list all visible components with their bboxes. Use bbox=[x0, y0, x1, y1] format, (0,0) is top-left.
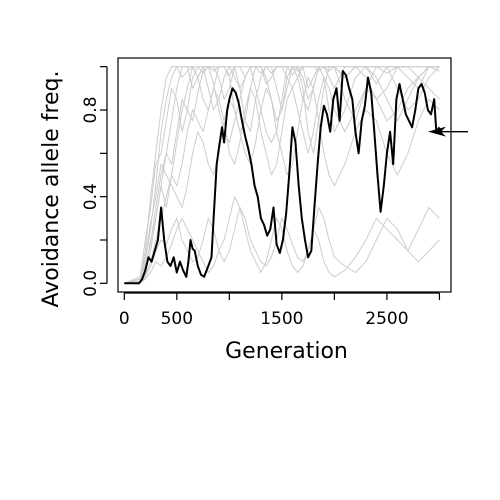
y-tick-label: 0.0 bbox=[81, 270, 101, 297]
background-series-line-9 bbox=[124, 196, 440, 284]
arrow-head bbox=[428, 126, 446, 137]
x-tick-label: 2500 bbox=[365, 309, 408, 329]
background-series-line-6 bbox=[124, 77, 440, 284]
background-series-line-10 bbox=[124, 66, 440, 284]
background-series-group bbox=[124, 66, 440, 284]
x-axis-title: Generation bbox=[225, 339, 348, 364]
y-axis-title: Avoidance allele freq. bbox=[39, 70, 64, 307]
highlighted-series-group bbox=[124, 70, 441, 285]
x-tick-label: 0 bbox=[119, 309, 130, 329]
x-axis: 0 500 1500 2500 bbox=[119, 292, 441, 329]
plot-frame bbox=[117, 57, 452, 293]
x-tick-label: 500 bbox=[161, 309, 193, 329]
background-series-line-8 bbox=[124, 207, 440, 284]
arrow-marker bbox=[428, 126, 468, 137]
y-axis: 0.0 0.4 0.8 bbox=[81, 66, 108, 297]
y-tick-label: 0.4 bbox=[81, 183, 101, 210]
x-tick-label: 1500 bbox=[260, 309, 303, 329]
highlighted-series-line bbox=[124, 70, 441, 285]
y-tick-label: 0.8 bbox=[81, 96, 101, 123]
